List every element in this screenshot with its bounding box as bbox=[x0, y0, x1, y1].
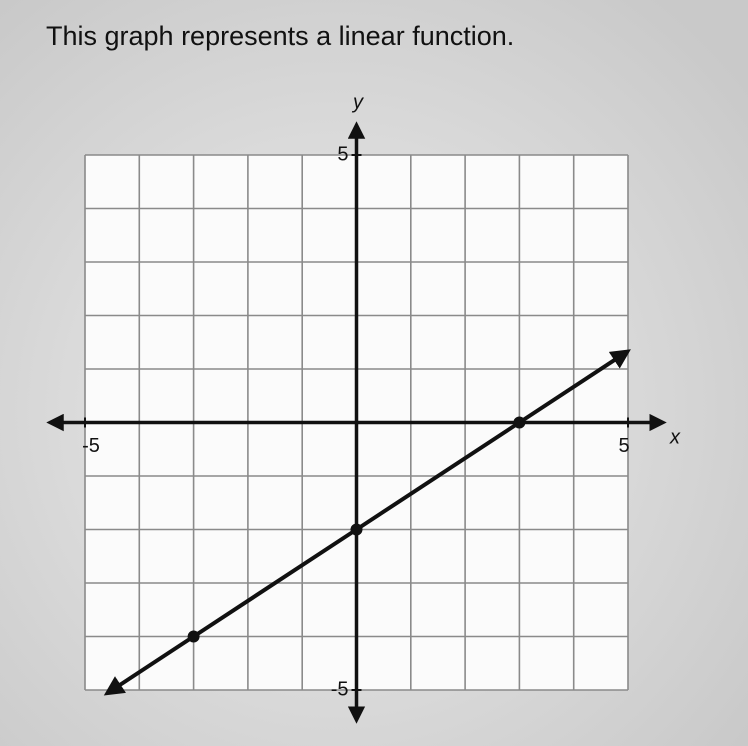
x-tick-label: 5 bbox=[618, 435, 629, 457]
point bbox=[187, 630, 200, 643]
point bbox=[350, 523, 363, 536]
x-axis-label: x bbox=[669, 426, 681, 448]
line-extension bbox=[103, 634, 195, 696]
y-axis-label: y bbox=[351, 91, 364, 113]
point bbox=[513, 416, 526, 429]
y-tick-label: 5 bbox=[337, 143, 348, 165]
y-tick-label: -5 bbox=[331, 678, 349, 700]
x-tick-label: -5 bbox=[82, 435, 100, 457]
chart-title: This graph represents a linear function. bbox=[46, 21, 514, 51]
line-extension bbox=[518, 349, 631, 425]
